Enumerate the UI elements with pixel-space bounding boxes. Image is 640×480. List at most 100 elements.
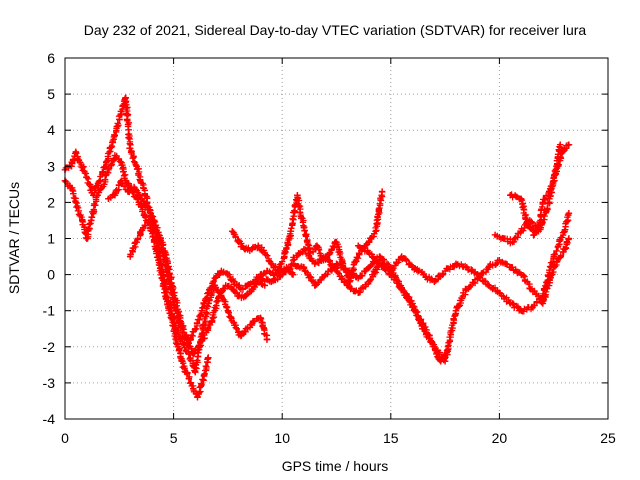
data-point	[231, 321, 238, 329]
chart-title: Day 232 of 2021, Sidereal Day-to-day VTE…	[84, 22, 587, 38]
data-point	[263, 267, 271, 275]
data-point	[237, 285, 245, 293]
data-point	[72, 199, 80, 206]
data-point	[111, 152, 119, 159]
y-tick-label: -3	[43, 375, 56, 391]
data-point	[72, 148, 80, 156]
y-tick-label: 5	[47, 86, 55, 102]
y-tick-label: -1	[43, 303, 56, 319]
data-point	[116, 116, 123, 123]
y-tick-label: 0	[47, 267, 55, 283]
x-tick-label: 15	[383, 430, 399, 446]
data-point	[189, 350, 197, 358]
data-point	[263, 336, 271, 343]
y-tick-label: 4	[47, 122, 55, 138]
data-point	[279, 271, 286, 278]
data-point	[83, 173, 90, 181]
data-point	[235, 293, 242, 300]
data-point	[192, 368, 199, 376]
data-point	[248, 246, 255, 253]
data-point	[507, 300, 514, 307]
data-point	[530, 231, 538, 239]
data-point	[224, 307, 232, 314]
data-point	[244, 325, 251, 332]
data-point	[159, 271, 166, 278]
data-point	[355, 275, 362, 282]
data-point	[517, 271, 525, 278]
data-point	[224, 271, 232, 278]
series-track-h	[355, 210, 573, 315]
data-point	[237, 332, 245, 340]
data-point	[539, 300, 547, 307]
data-point	[398, 253, 405, 260]
x-tick-label: 10	[274, 430, 290, 446]
data-point	[268, 260, 275, 267]
y-tick-label: 2	[47, 194, 55, 210]
series-track-b	[61, 94, 271, 376]
x-axis-label: GPS time / hours	[282, 458, 389, 474]
data-point	[205, 289, 212, 296]
data-point	[139, 224, 147, 231]
data-point	[109, 137, 116, 145]
data-point	[205, 354, 212, 361]
data-point	[274, 267, 282, 275]
data-point	[172, 307, 179, 314]
data-point	[550, 253, 557, 260]
data-point	[257, 275, 264, 282]
data-point	[344, 282, 351, 289]
data-point	[537, 224, 544, 231]
data-point	[496, 289, 503, 296]
data-point	[261, 249, 269, 257]
data-point	[463, 264, 471, 271]
x-tick-label: 5	[170, 430, 178, 446]
data-point	[126, 253, 134, 260]
plot-frame	[64, 57, 609, 420]
data-point	[124, 188, 132, 195]
data-point	[550, 177, 557, 184]
data-point	[409, 264, 416, 271]
data-point	[198, 307, 206, 314]
data-points	[61, 94, 573, 401]
data-point	[96, 177, 103, 184]
data-point	[524, 220, 531, 228]
data-point	[528, 285, 536, 293]
data-point	[311, 282, 318, 289]
data-point	[181, 365, 188, 372]
data-point	[229, 285, 236, 293]
data-point	[139, 184, 147, 192]
data-point	[420, 271, 427, 278]
data-point	[517, 228, 525, 235]
data-point	[153, 228, 160, 235]
data-point	[200, 372, 208, 379]
data-point	[420, 325, 427, 332]
x-tick-label: 20	[492, 430, 508, 446]
data-point	[344, 267, 351, 275]
data-point	[565, 141, 573, 148]
data-point	[90, 191, 97, 199]
data-point	[326, 249, 334, 257]
series-track-j	[507, 141, 564, 239]
data-point	[463, 285, 471, 293]
data-point	[528, 303, 536, 311]
data-point	[83, 235, 90, 242]
data-point	[244, 282, 251, 289]
data-point	[409, 300, 416, 307]
y-tick-label: 3	[47, 158, 55, 174]
data-point	[87, 217, 95, 224]
data-point	[192, 325, 199, 332]
data-point	[474, 271, 481, 278]
data-point	[281, 253, 288, 260]
data-point	[431, 278, 438, 286]
data-point	[131, 184, 138, 192]
data-point	[300, 246, 308, 253]
data-point	[118, 159, 125, 166]
series-track-d	[126, 217, 297, 347]
y-axis-label: SDTVAR / TECUs	[6, 182, 22, 294]
data-point	[216, 293, 223, 300]
data-point	[485, 264, 492, 271]
data-point	[300, 264, 308, 271]
data-point	[287, 228, 295, 235]
data-point	[507, 191, 514, 199]
data-point	[441, 358, 449, 365]
data-point	[333, 238, 340, 246]
